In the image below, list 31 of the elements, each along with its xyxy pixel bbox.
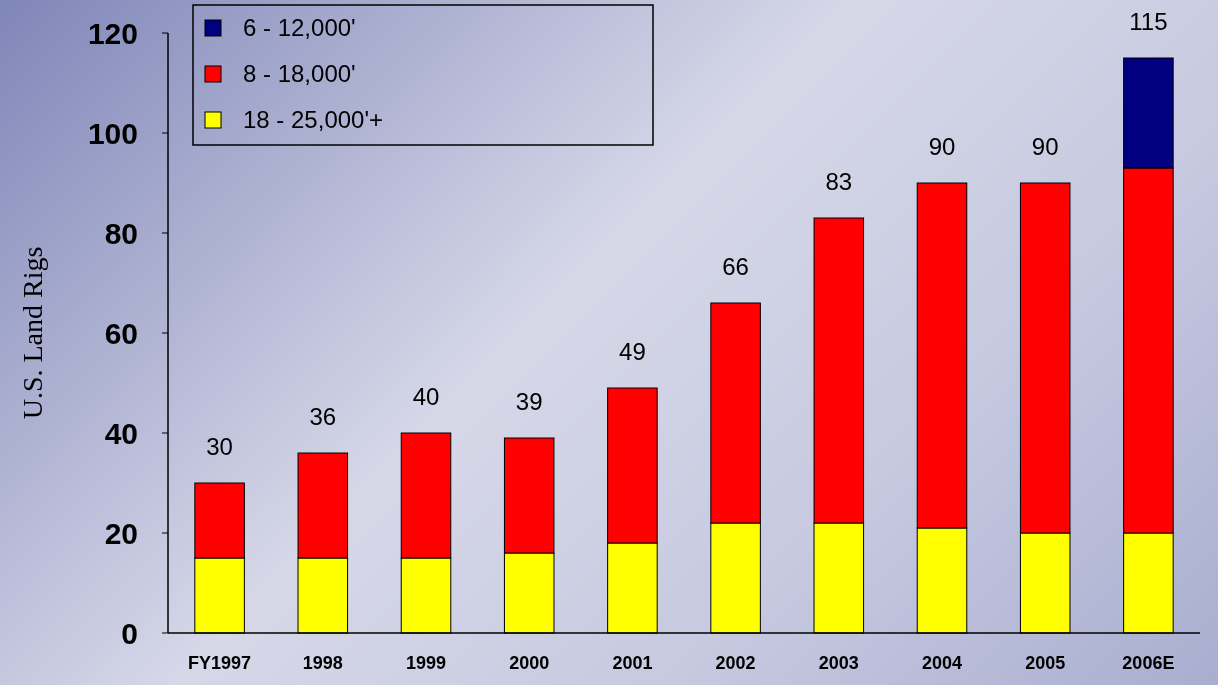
x-tick-label: 2003	[818, 653, 859, 673]
x-tick-label: 2002	[715, 653, 756, 673]
y-tick-label: 20	[104, 516, 138, 550]
x-tick-label: 2005	[1025, 653, 1066, 673]
x-tick-label: 1998	[302, 653, 343, 673]
x-tick-label: 2004	[921, 653, 963, 673]
legend-label: 8 - 18,000'	[243, 60, 356, 88]
x-tick-label: 2001	[612, 653, 653, 673]
total-label: 90	[1031, 133, 1059, 160]
y-tick-label: 0	[121, 616, 138, 650]
total-label: 66	[722, 253, 749, 280]
total-label: 49	[619, 338, 646, 365]
y-tick-label: 120	[87, 16, 138, 50]
total-label: 36	[309, 403, 337, 430]
total-label: 90	[928, 133, 956, 160]
legend-label: 6 - 12,000'	[243, 14, 356, 42]
x-tick-label: 2006E	[1122, 653, 1175, 673]
y-tick-label: 80	[104, 216, 138, 250]
x-tick-label: 2000	[509, 653, 550, 673]
y-axis-title: U.S. Land Rigs	[17, 246, 48, 420]
total-label: 83	[825, 168, 853, 195]
total-label: 30	[206, 433, 233, 460]
total-label: 115	[1129, 8, 1168, 35]
legend-label: 18 - 25,000'+	[243, 106, 384, 134]
y-tick-label: 40	[104, 416, 138, 450]
y-tick-label: 100	[87, 116, 138, 150]
x-tick-label: FY1997	[188, 653, 252, 673]
total-label: 40	[412, 383, 440, 410]
y-tick-label: 60	[104, 316, 138, 350]
x-tick-label: 1999	[405, 653, 447, 673]
total-label: 39	[515, 388, 543, 415]
